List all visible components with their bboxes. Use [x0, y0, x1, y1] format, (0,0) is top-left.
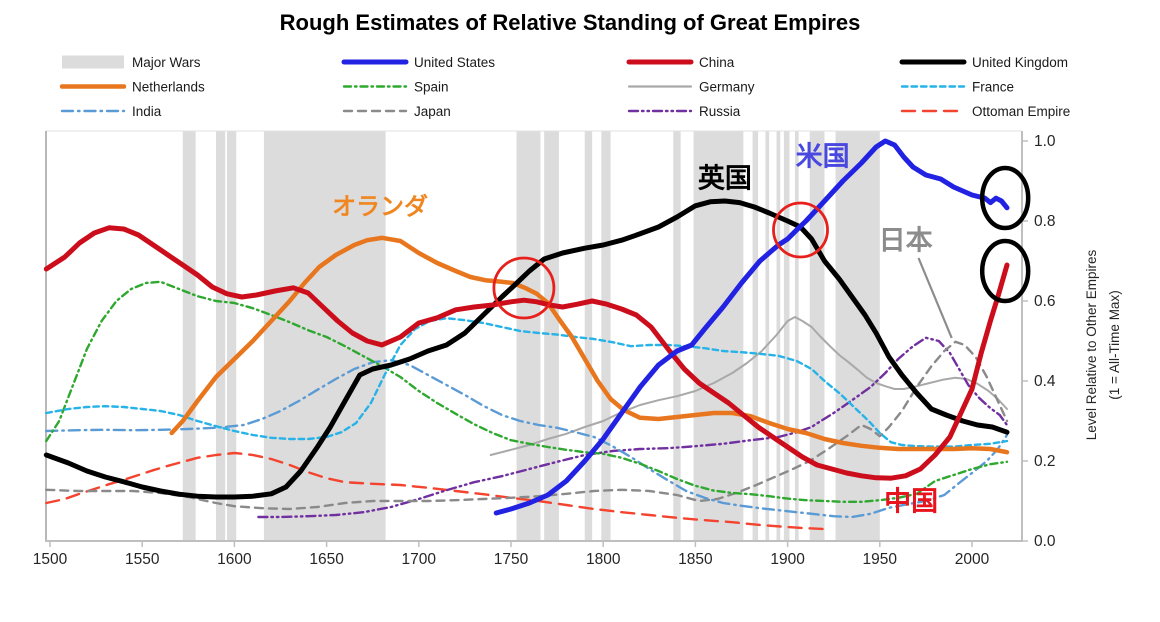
legend-item-us: United States	[341, 55, 495, 70]
black-ellipse-endpoint-china	[979, 238, 1031, 304]
x-tick-label: 1950	[863, 551, 898, 568]
legend-label-us: United States	[414, 55, 495, 70]
y-axis-title-line1: Level Relative to Other Empires	[1084, 249, 1099, 440]
legend-label-germany: Germany	[699, 80, 755, 95]
x-tick-label: 1600	[217, 551, 252, 568]
legend-label-france: France	[972, 80, 1014, 95]
x-tick-label: 2000	[955, 551, 990, 568]
japan-pointer-line	[917, 257, 953, 339]
series-line-uk	[43, 198, 1010, 500]
war-band	[809, 131, 825, 541]
series-line-netherlands	[169, 235, 1010, 455]
red-circle-crossover-uk-us	[772, 201, 829, 259]
legend-item-japan: Japan	[342, 104, 451, 119]
y-axis-title-line2: (1 = All-Time Max)	[1107, 290, 1122, 399]
legend-item-india: India	[60, 104, 162, 119]
legend-label-china: China	[699, 55, 735, 70]
y-tick-label: 1.0	[1034, 133, 1056, 150]
legend-item-uk: United Kingdom	[899, 55, 1068, 70]
y-tick-label: 0.4	[1034, 373, 1056, 390]
series-line-japan	[45, 340, 1009, 511]
x-tick-label: 1750	[494, 551, 529, 568]
series-line-india	[45, 359, 1009, 519]
war-band	[584, 131, 593, 541]
annotation-us-cjk: 米国	[796, 142, 850, 172]
legend-label-uk: United Kingdom	[972, 55, 1068, 70]
series-line-china	[43, 225, 1010, 481]
legend-item-russia: Russia	[627, 104, 741, 119]
legend-item-china: China	[626, 55, 735, 70]
series-line-russia	[257, 336, 1009, 519]
war-band	[182, 131, 196, 541]
annotation-netherlands-cjk: オランダ	[332, 193, 428, 221]
x-tick-label: 1500	[33, 551, 68, 568]
war-band	[776, 131, 781, 541]
series-line-us	[493, 138, 1010, 516]
series-line-germany	[489, 316, 1008, 456]
x-tick-label: 1800	[586, 551, 621, 568]
war-band	[765, 131, 770, 541]
annotation-uk-cjk: 英国	[698, 164, 752, 194]
war-band	[601, 131, 611, 541]
legend-label-spain: Spain	[414, 80, 449, 95]
series-line-ottoman	[45, 451, 826, 531]
legend-label-japan: Japan	[414, 104, 451, 119]
series-group	[43, 138, 1010, 531]
series-line-france	[45, 317, 1009, 448]
legend-item-spain: Spain	[342, 80, 449, 95]
legend-label-major-wars: Major Wars	[132, 55, 201, 70]
x-tick-label: 1550	[125, 551, 160, 568]
war-band	[673, 131, 681, 541]
y-tick-label: 0.2	[1034, 453, 1056, 470]
y-tick-label: 0.6	[1034, 293, 1056, 310]
legend-item-major-wars: Major Wars	[62, 55, 201, 70]
war-band	[516, 131, 541, 541]
x-tick-label: 1850	[678, 551, 713, 568]
legend-item-france: France	[900, 80, 1014, 95]
legend-label-india: India	[132, 104, 162, 119]
x-tick-label: 1700	[402, 551, 437, 568]
war-band	[783, 131, 790, 541]
axes-group: 1500 1550 1600 1650 1700 1750 1800 1850 1900 1950…	[33, 130, 1056, 568]
annotation-japan-cjk: 日本	[879, 226, 933, 256]
war-band	[227, 131, 237, 541]
legend-label-russia: Russia	[699, 104, 741, 119]
x-tick-label: 1900	[770, 551, 805, 568]
x-tick-label: 1650	[309, 551, 344, 568]
red-circle-crossover-netherlands-uk	[492, 256, 556, 320]
war-band	[752, 131, 759, 541]
legend-item-netherlands: Netherlands	[59, 80, 205, 95]
chart-title: Rough Estimates of Relative Standing of …	[280, 10, 861, 35]
y-tick-label: 0.8	[1034, 213, 1056, 230]
legend-label-netherlands: Netherlands	[132, 80, 205, 95]
legend-item-germany: Germany	[627, 80, 755, 95]
war-band	[794, 131, 799, 541]
war-band	[215, 131, 226, 541]
legend-swatch-major-wars	[62, 55, 124, 69]
y-tick-label: 0.0	[1034, 533, 1056, 550]
war-band	[544, 131, 559, 541]
legend-group: Major Wars Netherlands India United States S…	[59, 55, 1070, 119]
legend-item-ottoman: Ottoman Empire	[900, 104, 1070, 119]
black-ellipse-endpoint-us	[979, 165, 1031, 231]
annotation-china-cjk: 中国	[884, 487, 938, 517]
legend-label-ottoman: Ottoman Empire	[972, 104, 1070, 119]
series-line-spain	[45, 280, 1009, 503]
